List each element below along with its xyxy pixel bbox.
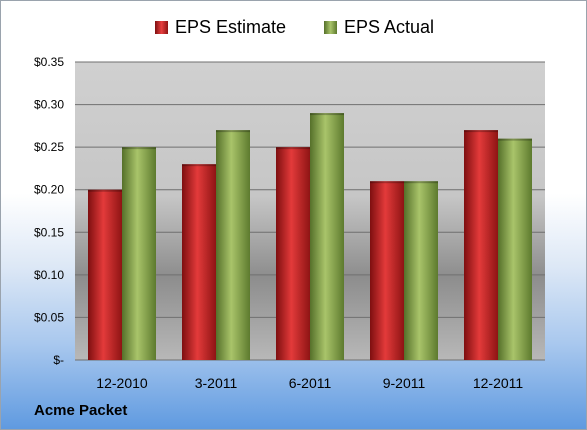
legend-item-actual: EPS Actual — [323, 17, 435, 38]
legend-swatch-estimate — [154, 21, 168, 34]
y-tick-label: $0.10 — [34, 268, 64, 282]
bar-estimate-cap — [370, 181, 404, 184]
bar-estimate-cap — [276, 147, 310, 150]
y-axis: $- $0.05 $0.10 $0.15 $0.20 $0.25 $0.30 $0.35 — [34, 55, 64, 367]
bar-actual — [122, 147, 156, 360]
y-tick-label: $0.05 — [34, 310, 64, 324]
bar-actual-cap — [216, 130, 250, 133]
legend-item-estimate: EPS Estimate — [154, 17, 286, 38]
bar-actual-cap — [404, 181, 438, 184]
x-tick-label: 9-2011 — [383, 375, 426, 391]
y-tick-label: $0.15 — [34, 225, 64, 239]
bar-actual-cap — [310, 113, 344, 116]
y-tick-label: $0.25 — [34, 140, 64, 154]
legend-label-estimate: EPS Estimate — [174, 17, 286, 37]
bar-actual-cap — [122, 147, 156, 150]
bar-estimate-cap — [182, 164, 216, 167]
company-name: Acme Packet — [34, 402, 128, 419]
bar-estimate — [182, 164, 216, 360]
bar-estimate-cap — [464, 130, 498, 133]
legend-swatch-actual — [323, 21, 337, 34]
bar-estimate — [370, 181, 404, 360]
y-tick-label: $- — [53, 353, 64, 367]
bars — [88, 113, 532, 360]
bar-estimate-cap — [88, 189, 122, 192]
y-tick-label: $0.20 — [34, 183, 64, 197]
y-tick-label: $0.30 — [34, 98, 64, 112]
x-tick-label: 12-2011 — [473, 375, 524, 391]
y-tick-label: $0.35 — [34, 55, 64, 69]
bar-actual-cap — [498, 138, 532, 141]
bar-estimate — [464, 130, 498, 360]
x-axis: 12-2010 3-2011 6-2011 9-2011 12-2011 — [96, 375, 523, 391]
x-tick-label: 12-2010 — [96, 375, 148, 391]
bar-actual — [216, 130, 250, 360]
x-tick-label: 6-2011 — [289, 375, 332, 391]
bar-actual — [498, 138, 532, 360]
legend-label-actual: EPS Actual — [343, 17, 435, 37]
x-tick-label: 3-2011 — [195, 375, 238, 391]
legend: EPS Estimate EPS Actual — [1, 17, 587, 38]
bar-estimate — [88, 189, 122, 360]
bar-actual — [404, 181, 438, 360]
bar-estimate — [276, 147, 310, 360]
bar-actual — [310, 113, 344, 360]
